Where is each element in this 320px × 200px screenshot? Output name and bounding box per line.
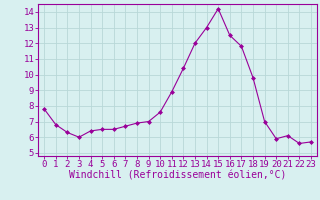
X-axis label: Windchill (Refroidissement éolien,°C): Windchill (Refroidissement éolien,°C): [69, 171, 286, 181]
